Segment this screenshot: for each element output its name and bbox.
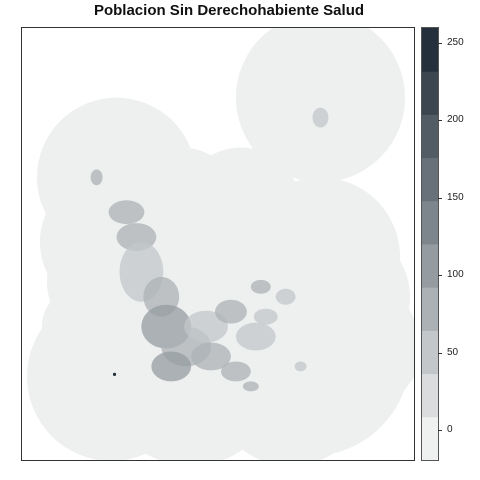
- population-hotspot: [313, 108, 329, 128]
- legend-color-band: [422, 71, 438, 115]
- legend-tick-mark: [438, 198, 442, 199]
- legend-color-band: [422, 244, 438, 288]
- legend-tick-label: 0: [447, 425, 453, 435]
- color-legend: [421, 27, 439, 461]
- legend-color-band: [422, 201, 438, 245]
- legend-color-band: [422, 114, 438, 158]
- coverage-blob: [211, 307, 370, 460]
- legend-tick-label: 100: [447, 270, 464, 280]
- coverage-area: [27, 28, 414, 460]
- population-hotspot: [251, 280, 271, 294]
- legend-tick-label: 150: [447, 193, 464, 203]
- legend-tick-mark: [438, 43, 442, 44]
- population-hotspot: [215, 300, 247, 324]
- population-hotspot: [221, 361, 251, 381]
- legend-color-band: [422, 330, 438, 374]
- population-hotspot: [109, 200, 145, 224]
- map-panel: [21, 27, 415, 461]
- legend-tick-label: 250: [447, 38, 464, 48]
- legend-tick-mark: [438, 353, 442, 354]
- legend-tick-mark: [438, 120, 442, 121]
- legend-tick-mark: [438, 275, 442, 276]
- population-hotspot: [254, 309, 278, 325]
- population-hotspot: [243, 381, 259, 391]
- legend-color-band: [422, 417, 438, 460]
- legend-tick-label: 200: [447, 115, 464, 125]
- legend-color-band: [422, 158, 438, 202]
- population-hotspot: [151, 352, 191, 382]
- legend-color-band: [422, 28, 438, 72]
- high-value-cell: [113, 373, 116, 376]
- population-hotspot: [91, 169, 103, 185]
- population-hotspot: [276, 289, 296, 305]
- legend-color-band: [422, 287, 438, 331]
- map-canvas: [22, 28, 414, 460]
- chart-title: Poblacion Sin Derechohabiente Salud: [0, 2, 458, 19]
- legend-tick-mark: [438, 430, 442, 431]
- legend-tick-label: 50: [447, 348, 458, 358]
- coverage-blob: [42, 287, 122, 367]
- population-hotspot: [295, 361, 307, 371]
- population-hotspot: [236, 323, 276, 351]
- legend-color-band: [422, 374, 438, 418]
